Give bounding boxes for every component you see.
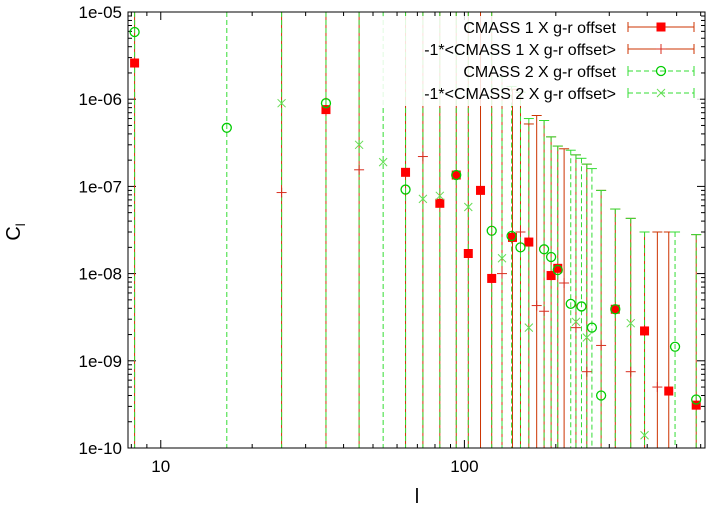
series-2-marker [417,151,428,162]
series-1-marker [524,237,534,247]
series-3-marker [506,230,517,242]
series-4-marker-b [277,98,286,108]
series-3-marker [595,390,607,401]
series-3-marker [545,251,557,263]
series-1-marker [476,185,486,195]
series-1-marker [664,386,674,396]
series-1-marker [435,198,445,208]
series-3-marker [576,301,587,312]
legend-label: CMASS 1 X g-r offset [463,20,616,37]
series-1-marker [640,326,650,336]
series-4-marker-b [435,191,445,201]
legend-marker [656,88,666,98]
series-2-marker [531,300,542,311]
y-tick-label: 1e-09 [79,352,122,371]
series-4-marker-b [354,140,364,150]
series-3-marker [129,26,140,38]
series-4-marker-b [418,194,428,204]
series-2-marker [559,278,570,289]
series-4-marker-b [378,157,388,167]
series-4-marker-b [582,333,592,342]
series-4-marker [626,318,636,328]
series-2-marker [570,322,581,333]
series-2-marker [276,187,287,198]
x-tick-label: 100 [450,457,478,476]
series-3-marker [538,244,550,255]
y-tick-label: 1e-08 [79,265,122,284]
series-4-marker-b [640,430,649,440]
series-3-marker [669,341,681,352]
legend-marker [655,65,667,77]
series-3-marker [691,394,702,405]
series-4-marker [463,202,473,212]
y-tick-label: 1e-10 [79,439,122,458]
legend-marker-b [656,88,666,98]
series-4-marker [277,98,286,108]
y-axis-title-subscript: l [13,223,28,226]
series-4-marker [435,191,445,201]
series-4-marker [571,317,581,327]
series-4-marker [640,430,649,440]
series-1-marker [401,167,411,177]
error-bars [134,12,702,448]
series-4-marker [418,194,428,204]
series-2-marker [515,226,526,237]
series-3-marker [320,98,332,109]
series-4-marker-b [626,318,636,328]
series-4-marker [354,140,364,150]
series-3-marker [565,298,576,309]
series-4-marker-b [571,317,581,327]
series-2-marker [354,164,365,175]
series-3-marker [552,264,563,276]
series-4-marker [582,333,592,342]
y-tick-label: 1e-05 [79,3,122,22]
x-axis-title: l [415,486,419,508]
series-3-marker [221,122,232,133]
series-2-marker [652,382,663,393]
series-1-marker [130,58,140,68]
x-tick-label: 10 [151,457,170,476]
legend-label: -1*<CMASS 2 X g-r offset> [424,86,616,103]
series-4-marker [378,157,388,167]
series-4-marker-b [524,323,534,332]
series-4-marker [524,323,534,332]
legend: CMASS 1 X g-r offset -1*<CMASS 1 X g-r of… [360,16,700,106]
series-1-marker [546,271,556,281]
y-axis-title: Cl [3,223,28,240]
series-3-marker [610,304,621,315]
series-2-marker [497,268,508,279]
series-1-marker [487,273,497,283]
series-2-marker [539,306,550,317]
series-2-marker [581,366,592,377]
legend-marker [656,44,666,54]
series-3-marker [586,322,598,333]
data-markers [129,26,702,440]
legend-marker [656,22,666,32]
series-1-marker [463,249,473,259]
series-4-marker [497,253,507,263]
series-3-marker [486,225,497,236]
series-1-marker [691,400,701,410]
series-1-marker [321,105,331,115]
legend-label: CMASS 2 X g-r offset [463,64,616,81]
series-2-marker [625,366,636,377]
legend-label: -1*<CMASS 1 X g-r offset> [424,42,616,59]
series-4-marker-b [463,202,473,212]
plot-frame [127,11,706,449]
series-3-marker [451,169,462,181]
series-4-marker-b [497,253,507,263]
series-2-marker [596,340,607,351]
tick-labels: 1e-10 1e-09 1e-08 1e-07 1e-06 1e-05 10 100 [79,3,479,476]
series-3-marker [400,184,411,195]
legend-background [360,16,700,106]
series-3-marker [515,242,526,253]
y-tick-label: 1e-07 [79,177,122,196]
y-tick-label: 1e-06 [79,90,122,109]
